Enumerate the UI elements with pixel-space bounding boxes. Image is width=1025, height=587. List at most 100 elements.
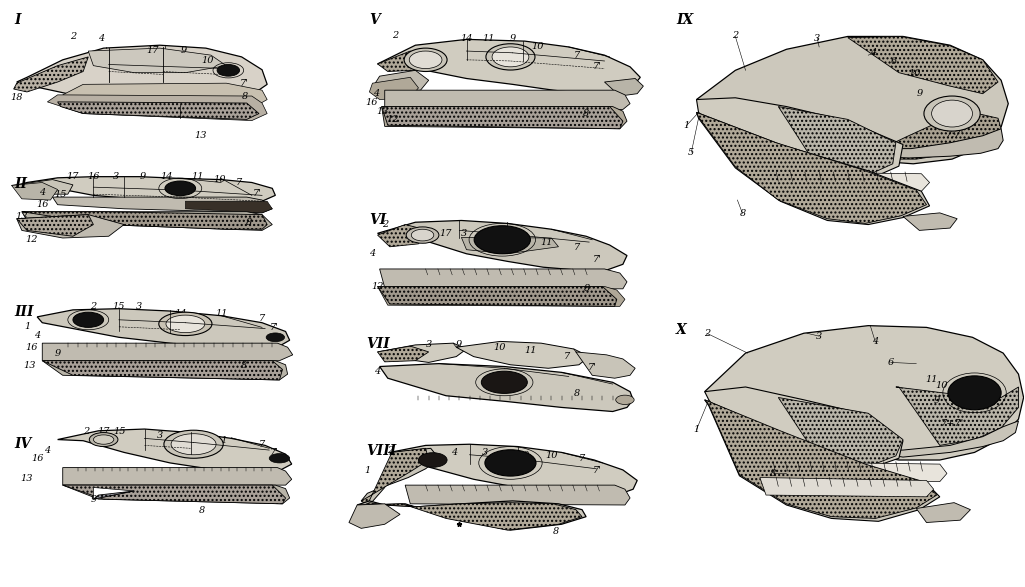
Text: 13: 13 [15, 212, 28, 221]
Text: 2: 2 [732, 31, 738, 40]
Text: 12: 12 [371, 282, 383, 291]
Polygon shape [377, 346, 428, 362]
Text: IX: IX [676, 13, 693, 27]
Text: 3: 3 [113, 172, 119, 181]
Ellipse shape [217, 65, 240, 76]
Polygon shape [377, 286, 625, 306]
Text: 6: 6 [888, 358, 894, 367]
Ellipse shape [171, 434, 216, 455]
Polygon shape [16, 45, 268, 106]
Text: 14: 14 [174, 309, 187, 319]
Text: 9: 9 [455, 340, 461, 349]
Polygon shape [697, 98, 903, 184]
Text: 3: 3 [461, 229, 467, 238]
Text: 16: 16 [26, 343, 38, 352]
Polygon shape [22, 212, 268, 230]
Polygon shape [384, 90, 630, 109]
Polygon shape [405, 485, 630, 505]
Polygon shape [778, 107, 896, 183]
Polygon shape [377, 343, 466, 362]
Text: 10: 10 [936, 382, 948, 390]
Text: 2: 2 [83, 427, 89, 437]
Polygon shape [377, 51, 425, 72]
Text: 7: 7 [236, 178, 242, 187]
Text: 7,7': 7,7' [946, 130, 965, 139]
Text: 17: 17 [97, 427, 110, 437]
Ellipse shape [165, 181, 196, 195]
Text: 6: 6 [891, 57, 897, 66]
Text: 2: 2 [386, 446, 393, 454]
Polygon shape [16, 215, 124, 238]
Text: 5: 5 [688, 147, 695, 157]
Polygon shape [819, 129, 1003, 158]
Polygon shape [369, 77, 418, 100]
Text: 9: 9 [54, 349, 60, 358]
Polygon shape [57, 429, 292, 474]
Polygon shape [379, 363, 633, 411]
Text: I: I [14, 13, 22, 27]
Polygon shape [858, 421, 1019, 457]
Text: 2: 2 [70, 32, 76, 41]
Text: 8: 8 [574, 390, 580, 399]
Polygon shape [63, 485, 290, 504]
Text: 12: 12 [386, 116, 399, 124]
Polygon shape [704, 326, 1024, 460]
Polygon shape [381, 107, 627, 129]
Polygon shape [88, 48, 227, 73]
Polygon shape [374, 70, 428, 92]
Text: 10: 10 [213, 175, 226, 184]
Polygon shape [63, 83, 268, 107]
Polygon shape [697, 112, 930, 225]
Text: 13: 13 [20, 474, 33, 483]
Text: 14: 14 [161, 172, 173, 181]
Text: 7: 7 [259, 440, 265, 448]
Text: 4: 4 [34, 331, 40, 340]
Ellipse shape [166, 315, 205, 333]
Text: 9: 9 [180, 46, 187, 55]
Polygon shape [93, 491, 134, 499]
Text: 17: 17 [440, 229, 452, 238]
Ellipse shape [418, 453, 447, 467]
Text: 12: 12 [26, 235, 38, 244]
Polygon shape [704, 400, 937, 518]
Ellipse shape [93, 435, 114, 444]
Text: 11: 11 [192, 172, 204, 181]
Polygon shape [16, 177, 276, 203]
Polygon shape [357, 501, 586, 530]
Text: 8: 8 [246, 218, 252, 227]
Text: 2: 2 [90, 302, 96, 312]
Text: 7': 7' [587, 363, 597, 372]
Polygon shape [377, 39, 641, 94]
Polygon shape [361, 448, 428, 505]
Text: 7: 7 [564, 352, 570, 360]
Ellipse shape [948, 376, 1001, 410]
Polygon shape [361, 502, 582, 530]
Polygon shape [377, 286, 617, 306]
Text: 3: 3 [136, 302, 142, 312]
Text: 11: 11 [215, 436, 228, 445]
Ellipse shape [486, 44, 535, 70]
Text: VII: VII [366, 338, 391, 351]
Text: 9: 9 [487, 232, 493, 241]
Text: 16: 16 [365, 98, 377, 107]
Text: 7': 7' [592, 62, 602, 72]
Ellipse shape [164, 430, 223, 458]
Text: 11: 11 [223, 68, 236, 76]
Text: 8: 8 [554, 527, 560, 536]
Polygon shape [11, 183, 57, 200]
Text: 1: 1 [693, 425, 700, 434]
Polygon shape [57, 102, 259, 119]
Polygon shape [348, 504, 400, 528]
Text: 7': 7' [240, 79, 249, 87]
Ellipse shape [270, 454, 290, 463]
Text: VI: VI [369, 214, 386, 227]
Ellipse shape [409, 51, 442, 69]
Ellipse shape [485, 450, 536, 476]
Text: V: V [369, 13, 380, 27]
Text: 18: 18 [10, 93, 23, 102]
Text: 4: 4 [369, 249, 375, 258]
Polygon shape [13, 57, 88, 92]
Text: 8: 8 [739, 209, 745, 218]
Polygon shape [22, 212, 273, 231]
Polygon shape [760, 478, 934, 497]
